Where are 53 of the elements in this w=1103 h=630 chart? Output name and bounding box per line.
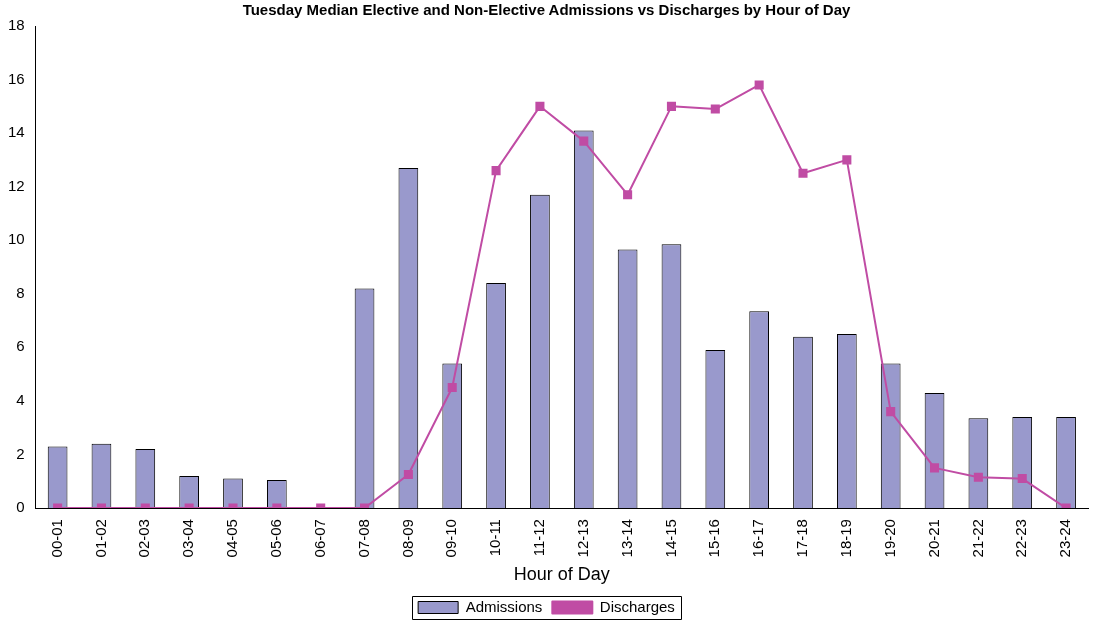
point [579, 136, 589, 146]
x-tick-label: 12-13 [573, 519, 591, 558]
point [447, 382, 457, 393]
y-tick-label: 16 [8, 69, 25, 87]
x-tick-label: 20-21 [924, 519, 942, 558]
y-tick-label: 6 [16, 337, 25, 355]
point [666, 101, 676, 111]
legend-label: Discharges [599, 597, 675, 615]
point [798, 168, 808, 178]
x-tick-label: 01-02 [91, 519, 109, 558]
point [886, 407, 896, 417]
x-tick-label: 11-12 [530, 519, 548, 557]
x-tick-label: 14-15 [661, 519, 679, 558]
point [623, 190, 633, 200]
x-tick-label: 02-03 [135, 519, 153, 558]
x-tick-label: 15-16 [705, 519, 723, 558]
chart-title: Tuesday Median Elective and Non-Elective Admissions vs Discharges by Hour of Day [242, 1, 851, 19]
y-tick-label: 14 [8, 123, 25, 141]
x-tick-label: 22-23 [1012, 519, 1030, 558]
point [973, 472, 983, 482]
legend-label: Admissions [465, 597, 543, 615]
x-tick-label: 19-20 [880, 519, 898, 558]
x-tick-label: 18-19 [836, 519, 854, 558]
x-tick-label: 03-04 [179, 519, 197, 558]
point [491, 166, 501, 176]
x-tick-label: 16-17 [749, 519, 767, 558]
point [403, 470, 413, 480]
point [710, 104, 720, 114]
x-tick-label: 00-01 [47, 519, 65, 558]
x-tick-label: 09-10 [442, 519, 460, 558]
x-tick-label: 04-05 [223, 519, 241, 558]
x-tick-label: 10-11 [486, 519, 504, 557]
point [930, 463, 940, 473]
x-tick-label: 13-14 [617, 519, 635, 558]
y-tick-label: 8 [16, 283, 25, 301]
y-tick-label: 12 [8, 176, 25, 194]
y-tick-label: 10 [8, 230, 25, 248]
x-tick-label: 17-18 [793, 519, 811, 558]
point [1017, 474, 1027, 484]
x-axis-title: Hour of Day [513, 564, 610, 585]
y-tick-label: 2 [16, 444, 25, 462]
x-tick-label: 05-06 [266, 519, 284, 558]
point [754, 80, 764, 90]
y-tick-label: 0 [16, 498, 25, 516]
x-tick-label: 23-24 [1056, 519, 1074, 558]
point [535, 101, 545, 111]
x-tick-label: 06-07 [310, 519, 328, 558]
x-tick-label: 07-08 [354, 519, 372, 558]
y-tick-label: 4 [16, 391, 25, 409]
point [842, 155, 852, 165]
x-tick-label: 08-09 [398, 519, 416, 558]
x-tick-label: 21-22 [968, 519, 986, 558]
y-tick-label: 18 [8, 16, 25, 34]
